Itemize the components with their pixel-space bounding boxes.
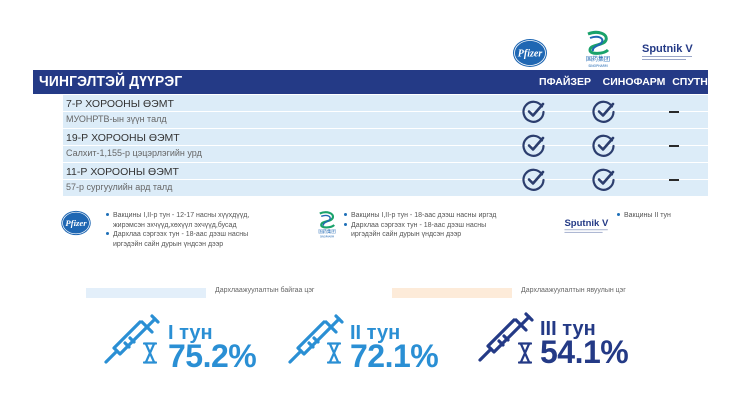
pfizer-logo-small: Pfizer (60, 210, 92, 241)
column-header-sputnik: СПУТНИК V (672, 76, 732, 88)
svg-text:Pfizer: Pfizer (65, 218, 87, 228)
location-address: 57-р сургуулийн ард талд (66, 182, 173, 192)
sinopharm-logo-small: 国药集团 SINOPHARM (314, 210, 340, 245)
note-item: иргэдэйн сайн дурын үндсэн дээр (351, 231, 462, 238)
dose-percentage: 72.1% (350, 338, 439, 374)
hourglass-icon (326, 342, 342, 369)
bullet-icon (106, 213, 109, 216)
syringe-icon (476, 310, 534, 375)
legend-swatch-mobile (392, 288, 512, 298)
dose-percentage: 75.2% (168, 338, 257, 374)
sputnik-notes: Вакцины II тун (617, 211, 671, 221)
note-item: жирэмсэн эхчүүд,хөхүүл эхчүүд,бусад (113, 221, 237, 229)
bullet-icon (106, 232, 109, 235)
legend-label-mobile: Дархлаажуулалтын явуулын цэг (521, 287, 626, 294)
hourglass-icon (517, 342, 533, 369)
legend-label-existing: Дархлаажуулалтын байгаа цэг (215, 287, 315, 294)
legend-swatch-existing (86, 288, 206, 298)
dash-icon (669, 145, 679, 147)
pfizer-logo-text: Pfizer (518, 49, 543, 60)
syringe-icon (286, 312, 344, 377)
column-header-sinopharm: СИНОФАРМ (602, 76, 666, 88)
table-row: 19-Р ХОРООНЫ ӨЭМТ Салхит-1,155-р цэцэрлэ… (63, 128, 708, 162)
note-item: Вакцины II тун (617, 211, 671, 221)
svg-text:国药集团: 国药集团 (318, 228, 335, 235)
sinopharm-logo-sub: SINOPHARM (588, 64, 608, 68)
table-row: 11-Р ХОРООНЫ ӨЭМТ 57-р сургуулийн ард та… (63, 162, 708, 196)
sputnik-logo: Sputnik V (640, 36, 696, 66)
sinopharm-logo-text: 国药集团 (586, 55, 610, 63)
check-circle-icon (522, 134, 546, 158)
sputnik-logo-small: Sputnik V (561, 212, 613, 243)
dash-icon (669, 111, 679, 113)
check-circle-icon (522, 100, 546, 124)
note-item: иргэдэйн сайн дурын үндсэн дээр (113, 240, 224, 248)
dash-icon (669, 179, 679, 181)
dose-label: II тун (350, 322, 401, 344)
column-header-pfizer: ПФАЙЗЕР (539, 76, 591, 88)
sinopharm-logo: 国药集团 SINOPHARM (580, 30, 616, 70)
svg-text:SINOPHARM: SINOPHARM (320, 235, 334, 238)
svg-text:Sputnik V: Sputnik V (564, 218, 609, 229)
check-circle-icon (592, 134, 616, 158)
dose-label: I тун (168, 322, 213, 344)
location-name: 11-Р ХОРООНЫ ӨЭМТ (66, 166, 179, 178)
pfizer-notes: Вакцины I,II-р тун - 12-17 насны хүүхдүү… (106, 211, 249, 249)
district-title: ЧИНГЭЛТЭЙ ДҮҮРЭГ (39, 73, 183, 90)
bullet-icon (344, 222, 347, 226)
sinopharm-notes: Вакцины I,II-р тун - 18-аас дээш насны и… (344, 211, 496, 240)
note-item: Вакцины I,II-р тун - 12-17 насны хүүхдүү… (106, 211, 249, 221)
check-circle-icon (592, 100, 616, 124)
sputnik-logo-text: Sputnik V (642, 43, 693, 55)
dose-label: III тун (540, 318, 596, 340)
location-address: МУОНРТВ-ын зүүн талд (66, 114, 167, 124)
location-name: 19-Р ХОРООНЫ ӨЭМТ (66, 132, 180, 144)
syringe-icon (102, 312, 160, 377)
check-circle-icon (522, 168, 546, 192)
bullet-icon (344, 213, 347, 216)
check-circle-icon (592, 168, 616, 192)
dose-percentage: 54.1% (540, 334, 629, 370)
location-address: Салхит-1,155-р цэцэрлэгийн урд (66, 148, 202, 158)
note-item: Дархлаа сэргээх тун - 18-аас дээш насны (344, 221, 496, 231)
hourglass-icon (142, 342, 158, 369)
table-row: 7-Р ХОРООНЫ ӨЭМТ МУОНРТВ-ын зүүн талд (63, 94, 708, 128)
table-header: ЧИНГЭЛТЭЙ ДҮҮРЭГ ПФАЙЗЕР СИНОФАРМ СПУТНИ… (33, 70, 732, 94)
note-item: Дархлаа сэргээх тун - 18-аас дээш насны (106, 230, 249, 240)
pfizer-logo: Pfizer (512, 38, 548, 68)
bullet-icon (617, 213, 620, 216)
note-item: Вакцины I,II-р тун - 18-аас дээш насны и… (344, 211, 496, 221)
location-name: 7-Р ХОРООНЫ ӨЭМТ (66, 98, 174, 110)
